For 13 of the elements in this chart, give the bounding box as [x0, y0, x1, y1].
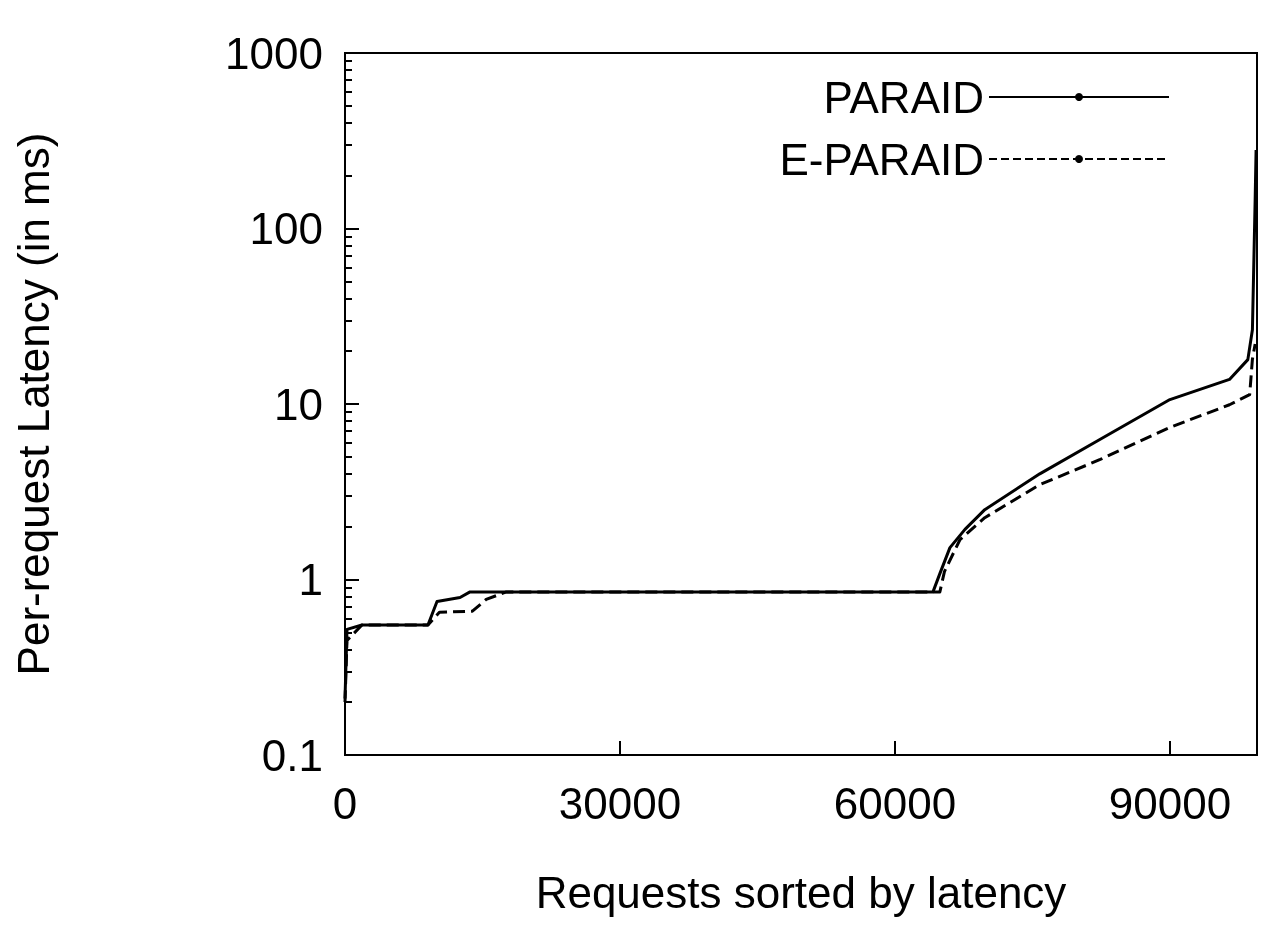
- x-tick-label: 90000: [1108, 778, 1232, 828]
- x-tick-label: 0: [332, 778, 358, 828]
- y-tick-label: 10: [274, 379, 323, 429]
- legend-label: E-PARAID: [779, 134, 984, 184]
- y-axis-title: Per-request Latency (in ms): [8, 132, 58, 676]
- x-tick-label: 30000: [558, 778, 682, 828]
- y-tick-label: 100: [249, 204, 323, 253]
- x-axis-title: Requests sorted by latency: [535, 867, 1067, 917]
- y-tick-label: 1: [298, 555, 323, 604]
- legend-label: PARAID: [823, 72, 984, 122]
- y-tick-label: 1000: [225, 28, 323, 78]
- y-tick-label: 0.1: [261, 730, 323, 780]
- x-tick-label: 60000: [833, 778, 957, 828]
